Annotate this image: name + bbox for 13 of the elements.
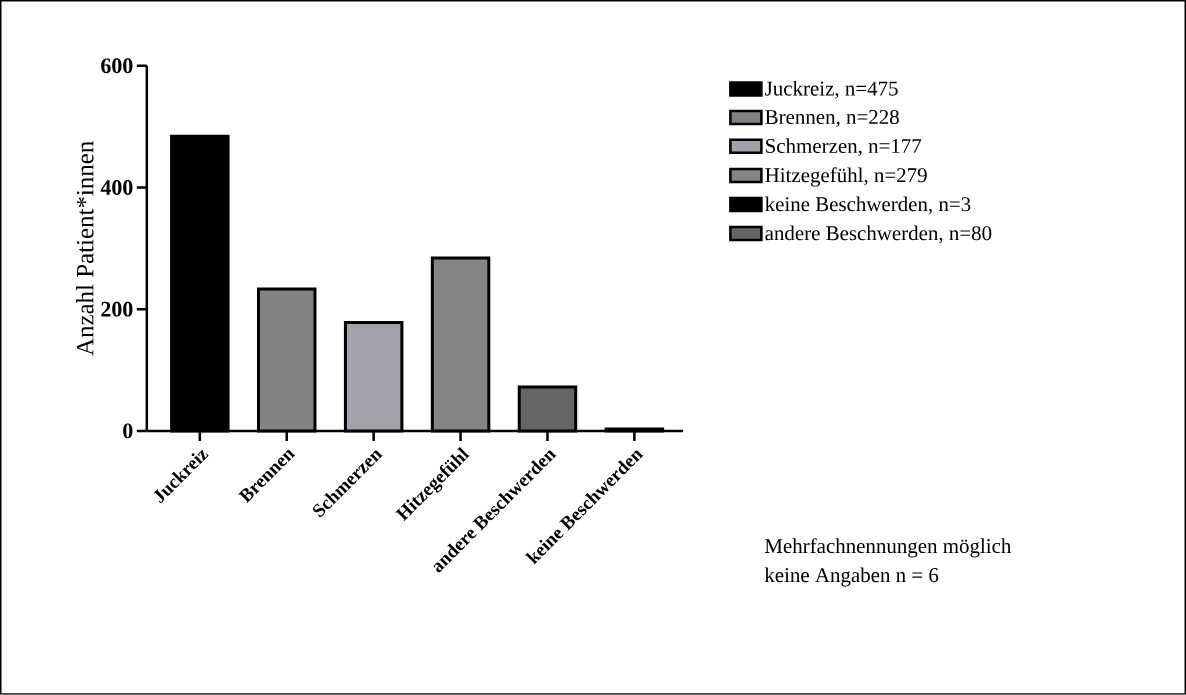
text: Mehrfachnennungen möglich [764, 538, 1012, 558]
legend-label: Brennen, n=228 [765, 110, 899, 128]
y-tick-label: 200 [101, 301, 133, 317]
y-tick-label: 400 [100, 180, 133, 195]
legend-label: Juckreiz, n=475 [765, 81, 898, 99]
y-axis-title: Anzahl Patient*innen [76, 141, 94, 356]
legend-label: andere Beschwerden, n=80 [765, 225, 992, 244]
text: keine Angaben n = 6 [764, 567, 939, 587]
legend-label: keine Beschwerden, n=3 [765, 196, 971, 215]
legend-label: Schmerzen, n=177 [766, 138, 922, 157]
y-tick-label: 0 [123, 423, 133, 439]
legend-label: Hitzegefühl, n=279 [765, 167, 927, 187]
y-tick-label: 600 [101, 58, 133, 74]
